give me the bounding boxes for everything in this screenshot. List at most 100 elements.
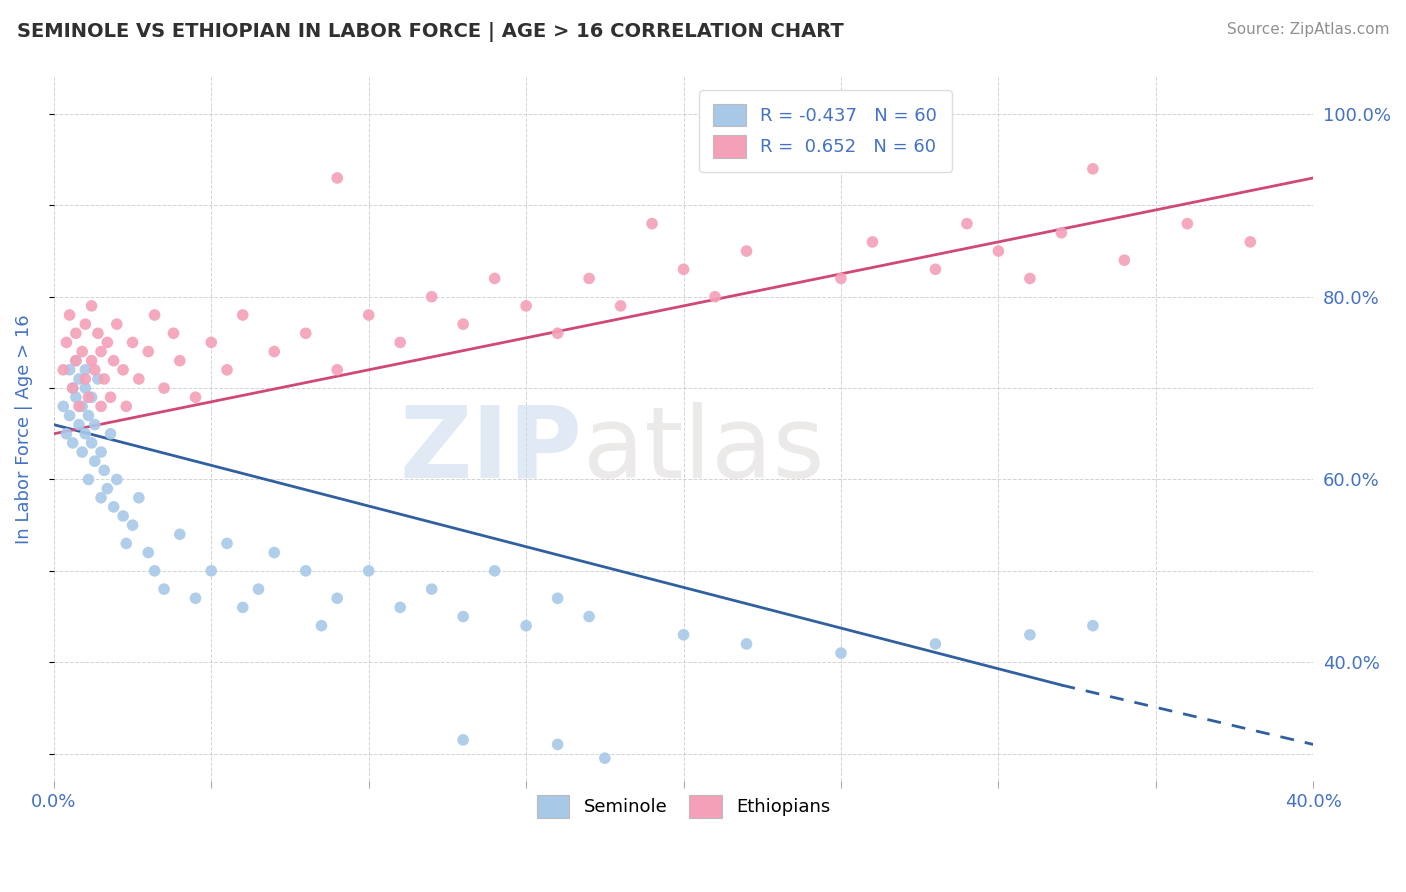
Point: [451, 609, 474, 624]
Point: [1019, 271, 1042, 285]
Point: [924, 637, 946, 651]
Point: [77, 390, 100, 404]
Point: [87, 372, 110, 386]
Point: [65, 326, 87, 341]
Point: [153, 582, 176, 596]
Point: [484, 271, 506, 285]
Point: [515, 618, 537, 632]
Point: [1175, 217, 1198, 231]
Point: [247, 582, 270, 596]
Point: [103, 500, 125, 514]
Point: [232, 600, 254, 615]
Point: [58, 308, 80, 322]
Point: [200, 564, 222, 578]
Point: [96, 482, 118, 496]
Point: [52, 363, 75, 377]
Point: [62, 381, 84, 395]
Point: [1050, 226, 1073, 240]
Point: [389, 600, 412, 615]
Point: [65, 390, 87, 404]
Point: [65, 353, 87, 368]
Point: [830, 646, 852, 660]
Point: [55, 335, 77, 350]
Point: [1114, 253, 1136, 268]
Point: [484, 564, 506, 578]
Point: [263, 344, 285, 359]
Point: [112, 508, 135, 523]
Point: [143, 564, 166, 578]
Point: [90, 400, 112, 414]
Point: [83, 454, 105, 468]
Point: [1239, 235, 1261, 249]
Point: [77, 473, 100, 487]
Point: [232, 308, 254, 322]
Point: [128, 491, 150, 505]
Point: [162, 326, 184, 341]
Point: [862, 235, 884, 249]
Point: [121, 335, 143, 350]
Point: [80, 299, 103, 313]
Point: [547, 326, 569, 341]
Point: [184, 390, 207, 404]
Point: [90, 344, 112, 359]
Point: [75, 372, 97, 386]
Point: [75, 381, 97, 395]
Y-axis label: In Labor Force | Age > 16: In Labor Force | Age > 16: [15, 314, 32, 544]
Point: [83, 363, 105, 377]
Point: [70, 400, 93, 414]
Point: [62, 381, 84, 395]
Point: [90, 491, 112, 505]
Point: [136, 545, 159, 559]
Point: [58, 363, 80, 377]
Point: [77, 409, 100, 423]
Point: [169, 353, 191, 368]
Point: [65, 353, 87, 368]
Point: [593, 751, 616, 765]
Point: [100, 426, 122, 441]
Point: [578, 609, 600, 624]
Point: [987, 244, 1010, 258]
Point: [547, 591, 569, 606]
Point: [80, 353, 103, 368]
Point: [96, 335, 118, 350]
Point: [515, 299, 537, 313]
Point: [326, 170, 349, 185]
Point: [55, 426, 77, 441]
Point: [93, 372, 115, 386]
Point: [100, 390, 122, 404]
Point: [735, 637, 758, 651]
Point: [389, 335, 412, 350]
Point: [215, 363, 238, 377]
Point: [578, 271, 600, 285]
Point: [75, 426, 97, 441]
Text: ZIP: ZIP: [399, 401, 583, 499]
Point: [672, 628, 695, 642]
Point: [105, 317, 128, 331]
Text: atlas: atlas: [583, 401, 824, 499]
Point: [357, 564, 380, 578]
Point: [215, 536, 238, 550]
Point: [75, 363, 97, 377]
Point: [83, 417, 105, 432]
Point: [830, 271, 852, 285]
Point: [547, 738, 569, 752]
Point: [121, 518, 143, 533]
Point: [451, 317, 474, 331]
Point: [641, 217, 664, 231]
Point: [326, 363, 349, 377]
Point: [1019, 628, 1042, 642]
Point: [70, 445, 93, 459]
Point: [169, 527, 191, 541]
Point: [70, 344, 93, 359]
Point: [153, 381, 176, 395]
Point: [609, 299, 631, 313]
Point: [52, 400, 75, 414]
Point: [672, 262, 695, 277]
Point: [115, 536, 138, 550]
Point: [924, 262, 946, 277]
Point: [90, 445, 112, 459]
Point: [67, 400, 90, 414]
Point: [67, 372, 90, 386]
Point: [115, 400, 138, 414]
Point: [105, 473, 128, 487]
